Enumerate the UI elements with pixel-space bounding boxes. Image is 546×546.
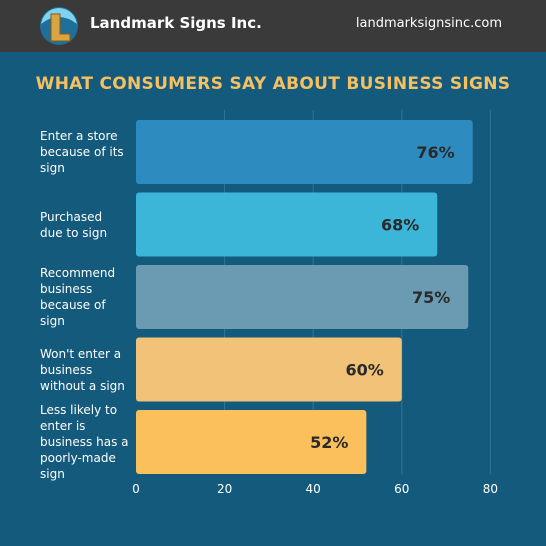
bar-value-label-1: 76% xyxy=(416,143,454,162)
category-label-line: Purchased xyxy=(40,209,103,224)
website-url[interactable]: landmarksignsinc.com xyxy=(355,16,502,31)
bar-value-label-4: 60% xyxy=(346,361,384,380)
category-label-line: sign xyxy=(40,314,65,328)
category-label-line: because of its xyxy=(40,145,124,159)
category-label-line: poorly-made xyxy=(40,451,116,465)
x-tick-label-0: 0 xyxy=(132,482,140,496)
x-tick-label-40: 40 xyxy=(306,482,321,496)
category-label-line: business xyxy=(40,282,93,296)
category-label-line: Enter a store xyxy=(40,129,118,143)
x-tick-label-80: 80 xyxy=(483,482,498,496)
category-label-line: business has a xyxy=(40,435,129,449)
category-label-line: due to sign xyxy=(40,225,108,240)
header-bar: Landmark Signs Inc. landmarksignsinc.com xyxy=(0,0,546,52)
x-tick-label-20: 20 xyxy=(217,482,232,496)
category-label-3: Recommend business because of sign xyxy=(40,265,132,329)
bar-value-label-5: 52% xyxy=(310,433,348,452)
landmark-l-logo-icon xyxy=(40,7,78,45)
bar-value-label-2: 68% xyxy=(381,216,419,235)
category-label-line: Won't enter a xyxy=(40,346,122,361)
bar-value-label-3: 75% xyxy=(412,288,450,307)
category-label-line: because of xyxy=(40,298,106,312)
bar-4 xyxy=(136,337,402,402)
bar-5 xyxy=(136,410,367,474)
category-label-line: without a sign xyxy=(40,378,125,393)
bar-3 xyxy=(136,265,469,329)
category-label-1: Enter a store because of its sign xyxy=(40,128,132,176)
category-label-line: Recommend xyxy=(40,266,116,280)
category-label-5: Less likely to enter is business has a poor… xyxy=(40,402,132,482)
category-label-line: business xyxy=(40,362,93,377)
category-label-line: enter is xyxy=(40,419,86,433)
chart-title: WHAT CONSUMERS SAY ABOUT BUSINESS SIGNS xyxy=(35,74,511,94)
brand-name: Landmark Signs Inc. xyxy=(90,14,262,32)
category-label-line: sign xyxy=(40,467,65,481)
bar-2 xyxy=(136,192,438,257)
category-label-line: sign xyxy=(40,161,65,175)
x-tick-label-60: 60 xyxy=(394,482,409,496)
bar-1 xyxy=(136,120,473,184)
category-label-2: Purchased due to sign xyxy=(40,209,132,241)
category-label-4: Won't enter a business without a sign xyxy=(40,346,132,394)
category-label-line: Less likely to xyxy=(40,403,118,417)
